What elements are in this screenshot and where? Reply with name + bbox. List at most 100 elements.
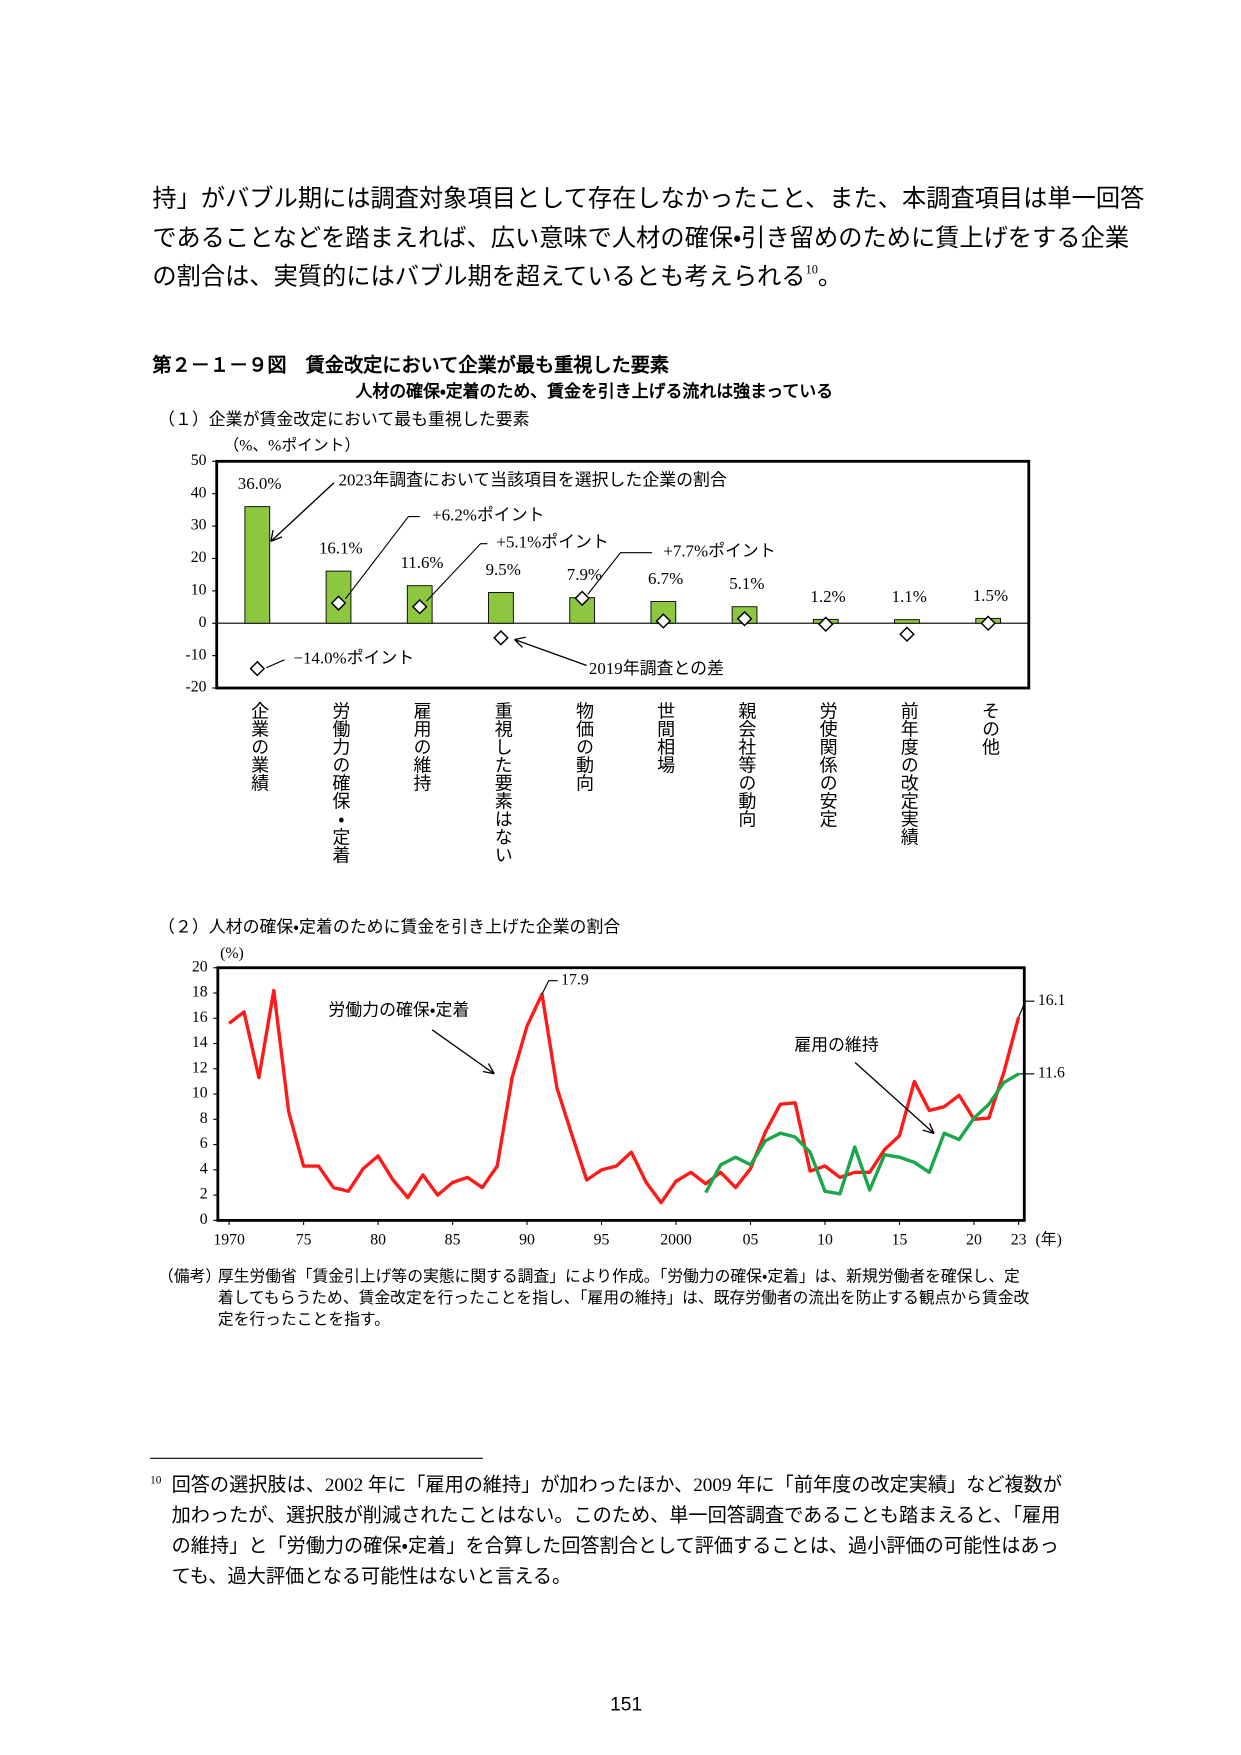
x-tick-label: 10 xyxy=(817,1231,833,1248)
x-tick-label: 23 xyxy=(1011,1231,1027,1248)
value-label: 1.2% xyxy=(810,587,845,606)
footnote: 10 回答の選択肢は、2002 年に「雇用の維持」が加わったほか、2009 年に… xyxy=(150,1474,1062,1587)
data-label: +6.2%ポイント xyxy=(432,505,544,524)
value-label: 7.9% xyxy=(567,565,602,584)
value-label: 1.1% xyxy=(892,587,927,606)
notes: （備考） 厚生労働省「賃金引上げ等の実態に関する調査」により作成。「労働力の確保… xyxy=(158,1268,1029,1329)
x-unit-label: (年) xyxy=(1036,1230,1062,1248)
annotation: 2019年調査との差 xyxy=(589,659,724,678)
category-label: 雇用の維持 xyxy=(412,702,432,793)
x-tick-label: 85 xyxy=(445,1231,461,1248)
paragraph-text: の割合は、実質的にはバブル期を超えているとも考えられる xyxy=(152,263,805,290)
y-tick-label: 0 xyxy=(200,1211,208,1228)
category-label: 企業の業績 xyxy=(249,701,269,791)
y-tick-label: -10 xyxy=(186,646,207,663)
value-label: 5.1% xyxy=(729,574,764,593)
leader-line xyxy=(426,543,488,602)
footnote-line: 回答の選択肢は、2002 年に「雇用の維持」が加わったほか、2009 年に「前年… xyxy=(172,1474,1062,1496)
y-tick-label: 10 xyxy=(191,581,207,598)
annotation-arrow xyxy=(513,636,587,667)
diamond-marker xyxy=(980,615,996,632)
diamond-marker xyxy=(249,660,266,677)
value-label: 6.7% xyxy=(648,569,683,588)
data-label: 17.9 xyxy=(561,971,589,988)
diamond-marker xyxy=(574,590,590,607)
x-tick-label: 2000 xyxy=(660,1231,692,1248)
chart-2: (%) 0 2 4 6 8 10 12 14 16 18 20 1970 75 80 85 90 95 2000 05… xyxy=(192,945,1066,1248)
x-tick-label: 20 xyxy=(966,1231,982,1248)
bar xyxy=(894,619,920,624)
data-label: +7.7%ポイント xyxy=(663,542,775,561)
category-label: 物価の動向 xyxy=(574,701,594,791)
diamond-marker xyxy=(899,626,915,643)
footnote-number: 10 xyxy=(150,1475,162,1487)
diamond-marker xyxy=(736,610,753,627)
annotation: 労働力の確保・定着 xyxy=(328,1001,469,1020)
leader-line xyxy=(587,552,653,595)
figure-headings: 第２－１－９図 賃金改定において企業が最も重視した要素 人材の確保・定着のため、… xyxy=(152,354,833,937)
category-label: その他 xyxy=(980,702,1000,756)
unit-label: (%) xyxy=(220,945,244,962)
plot-frame xyxy=(216,966,1026,1222)
bar xyxy=(244,506,271,624)
y-tick-label: 14 xyxy=(192,1034,208,1051)
paragraph-line: の割合は、実質的にはバブル期を超えているとも考えられる10。 xyxy=(152,263,842,291)
value-label: 36.0% xyxy=(238,474,282,493)
category-label: 世間相場 xyxy=(655,701,675,774)
value-label: 11.6% xyxy=(400,553,443,572)
note-label: （備考） xyxy=(158,1268,221,1286)
y-tick-label: 50 xyxy=(191,452,207,469)
value-label: 9.5% xyxy=(486,560,521,579)
y-tick-label: 2 xyxy=(200,1186,208,1203)
plot-frame xyxy=(215,459,1031,690)
y-tick-label: 6 xyxy=(200,1135,208,1152)
leader-line xyxy=(541,980,558,995)
diamond-marker xyxy=(655,613,672,629)
y-tick-label: 30 xyxy=(191,517,207,534)
leader-line xyxy=(1018,1000,1035,1018)
footnote-ref: 10 xyxy=(806,263,818,277)
x-tick-label: 90 xyxy=(519,1231,535,1248)
figure-subtitle: 人材の確保・定着のため、賃金を引き上げる流れは強まっている xyxy=(354,381,833,401)
note-line: 定を行ったことを指す。 xyxy=(218,1310,390,1328)
data-label: 11.6 xyxy=(1038,1064,1065,1081)
x-tick-label: 1970 xyxy=(213,1231,245,1248)
leader-line xyxy=(344,516,420,600)
page-number: 151 xyxy=(610,1694,642,1715)
annotation-arrow xyxy=(854,1061,935,1135)
y-tick-label: 20 xyxy=(191,549,207,566)
y-tick-label: 12 xyxy=(192,1059,208,1076)
data-label: −14.0%ポイント xyxy=(293,649,414,668)
line-series xyxy=(228,988,1021,1205)
data-label: +5.1%ポイント xyxy=(496,533,608,552)
annotation: 雇用の維持 xyxy=(794,1036,879,1055)
data-label: 16.1 xyxy=(1038,992,1066,1009)
y-tick-label: 16 xyxy=(192,1009,208,1026)
bar xyxy=(488,592,514,624)
note-line: 厚生労働省「賃金引上げ等の実態に関する調査」により作成。「労働力の確保・定着」は… xyxy=(218,1268,1020,1286)
paragraph-line: 持」がバブル期には調査対象項目として存在しなかったこと、また、本調査項目は単一回… xyxy=(152,185,1144,212)
y-tick-label: 10 xyxy=(192,1085,208,1102)
x-tick-label: 80 xyxy=(370,1231,386,1248)
category-label: 前年度の改定実績 xyxy=(899,701,919,845)
category-label: 親会社等の動向 xyxy=(736,701,756,827)
y-tick-label: 40 xyxy=(191,484,207,501)
panel-title: （２）人材の確保・定着のために賃金を引き上げた企業の割合 xyxy=(158,918,620,937)
diamond-marker xyxy=(817,616,834,633)
category-label: 労働力の確保・定着 xyxy=(330,701,350,863)
line-series xyxy=(704,1072,1020,1196)
annotation-arrow xyxy=(431,1029,495,1075)
x-tick-label: 95 xyxy=(594,1231,610,1248)
value-label: 1.5% xyxy=(973,586,1008,605)
body-text: 持」がバブル期には調査対象項目として存在しなかったこと、また、本調査項目は単一回… xyxy=(152,185,1144,290)
figure-title: 第２－１－９図 賃金改定において企業が最も重視した要素 xyxy=(152,354,669,377)
paragraph-text: 。 xyxy=(818,263,842,290)
y-tick-label: 4 xyxy=(200,1160,208,1177)
chart-1: （%、%ポイント） -20 -10 0 10 20 30 40 50 企業の業績 労働力の確保・定着… xyxy=(186,436,1031,864)
value-label: 16.1% xyxy=(319,539,363,558)
y-tick-label: 20 xyxy=(192,958,208,975)
annotation: 2023年調査において当該項目を選択した企業の割合 xyxy=(339,470,727,489)
annotation-arrow xyxy=(270,482,335,543)
